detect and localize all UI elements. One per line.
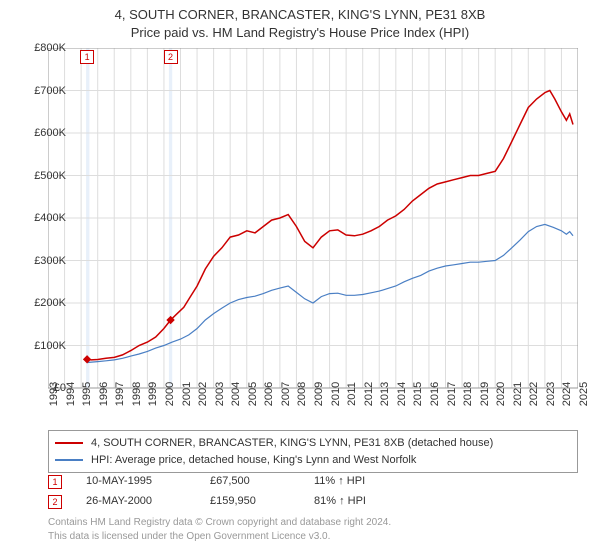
y-tick-label: £200K xyxy=(6,297,66,309)
x-tick-label: 1994 xyxy=(65,382,77,406)
legend-box: 4, SOUTH CORNER, BRANCASTER, KING'S LYNN… xyxy=(48,430,578,473)
annotation-price-0: £67,500 xyxy=(210,472,290,492)
title-block: 4, SOUTH CORNER, BRANCASTER, KING'S LYNN… xyxy=(0,0,600,42)
footer-line-1: Contains HM Land Registry data © Crown c… xyxy=(48,516,578,530)
legend-row-0: 4, SOUTH CORNER, BRANCASTER, KING'S LYNN… xyxy=(55,435,571,452)
x-tick-label: 2017 xyxy=(446,382,458,406)
x-tick-label: 2004 xyxy=(230,382,242,406)
annotation-price-1: £159,950 xyxy=(210,492,290,512)
y-tick-label: £300K xyxy=(6,255,66,267)
legend-row-1: HPI: Average price, detached house, King… xyxy=(55,452,571,469)
y-tick-label: £500K xyxy=(6,170,66,182)
legend-swatch-0 xyxy=(55,442,83,444)
x-tick-label: 2020 xyxy=(495,382,507,406)
x-tick-label: 2023 xyxy=(545,382,557,406)
sale-marker-box: 1 xyxy=(80,50,94,64)
x-tick-label: 1993 xyxy=(48,382,60,406)
annotation-pct-0: 11% ↑ HPI xyxy=(314,472,414,492)
x-tick-label: 2024 xyxy=(561,382,573,406)
x-tick-label: 2007 xyxy=(280,382,292,406)
x-tick-label: 2001 xyxy=(181,382,193,406)
x-tick-label: 2008 xyxy=(296,382,308,406)
annotations-block: 1 10-MAY-1995 £67,500 11% ↑ HPI 2 26-MAY… xyxy=(48,472,578,512)
x-tick-label: 2018 xyxy=(462,382,474,406)
annotation-date-0: 10-MAY-1995 xyxy=(86,472,186,492)
x-tick-label: 1995 xyxy=(81,382,93,406)
y-tick-label: £100K xyxy=(6,340,66,352)
x-tick-label: 2013 xyxy=(379,382,391,406)
title-line-2: Price paid vs. HM Land Registry's House … xyxy=(0,24,600,42)
x-tick-label: 2010 xyxy=(330,382,342,406)
annotation-row-1: 2 26-MAY-2000 £159,950 81% ↑ HPI xyxy=(48,492,578,512)
x-tick-label: 2025 xyxy=(578,382,590,406)
x-tick-label: 2021 xyxy=(512,382,524,406)
legend-swatch-1 xyxy=(55,459,83,461)
y-tick-label: £600K xyxy=(6,127,66,139)
annotation-date-1: 26-MAY-2000 xyxy=(86,492,186,512)
x-tick-label: 2015 xyxy=(412,382,424,406)
title-line-1: 4, SOUTH CORNER, BRANCASTER, KING'S LYNN… xyxy=(0,6,600,24)
x-tick-label: 1997 xyxy=(114,382,126,406)
sale-marker-box: 2 xyxy=(164,50,178,64)
x-tick-label: 2000 xyxy=(164,382,176,406)
annotation-marker-1: 2 xyxy=(48,495,62,509)
x-tick-label: 2003 xyxy=(214,382,226,406)
x-tick-label: 2019 xyxy=(479,382,491,406)
x-tick-label: 2012 xyxy=(363,382,375,406)
x-tick-label: 2002 xyxy=(197,382,209,406)
x-tick-label: 1998 xyxy=(131,382,143,406)
x-tick-label: 1999 xyxy=(147,382,159,406)
annotation-row-0: 1 10-MAY-1995 £67,500 11% ↑ HPI xyxy=(48,472,578,492)
legend-label-1: HPI: Average price, detached house, King… xyxy=(91,452,416,469)
annotation-pct-1: 81% ↑ HPI xyxy=(314,492,414,512)
x-tick-label: 2005 xyxy=(247,382,259,406)
y-tick-label: £400K xyxy=(6,212,66,224)
chart-svg xyxy=(48,48,578,418)
x-tick-label: 2011 xyxy=(346,382,358,406)
footer-block: Contains HM Land Registry data © Crown c… xyxy=(48,516,578,544)
x-tick-label: 2022 xyxy=(528,382,540,406)
footer-line-2: This data is licensed under the Open Gov… xyxy=(48,530,578,544)
x-tick-label: 2009 xyxy=(313,382,325,406)
x-tick-label: 2006 xyxy=(263,382,275,406)
chart-area xyxy=(48,48,578,418)
x-tick-label: 1996 xyxy=(98,382,110,406)
annotation-num-1: 2 xyxy=(52,494,57,510)
legend-label-0: 4, SOUTH CORNER, BRANCASTER, KING'S LYNN… xyxy=(91,435,493,452)
annotation-num-0: 1 xyxy=(52,474,57,490)
y-tick-label: £700K xyxy=(6,85,66,97)
figure-container: 4, SOUTH CORNER, BRANCASTER, KING'S LYNN… xyxy=(0,0,600,560)
annotation-marker-0: 1 xyxy=(48,475,62,489)
x-tick-label: 2016 xyxy=(429,382,441,406)
y-tick-label: £800K xyxy=(6,42,66,54)
x-tick-label: 2014 xyxy=(396,382,408,406)
